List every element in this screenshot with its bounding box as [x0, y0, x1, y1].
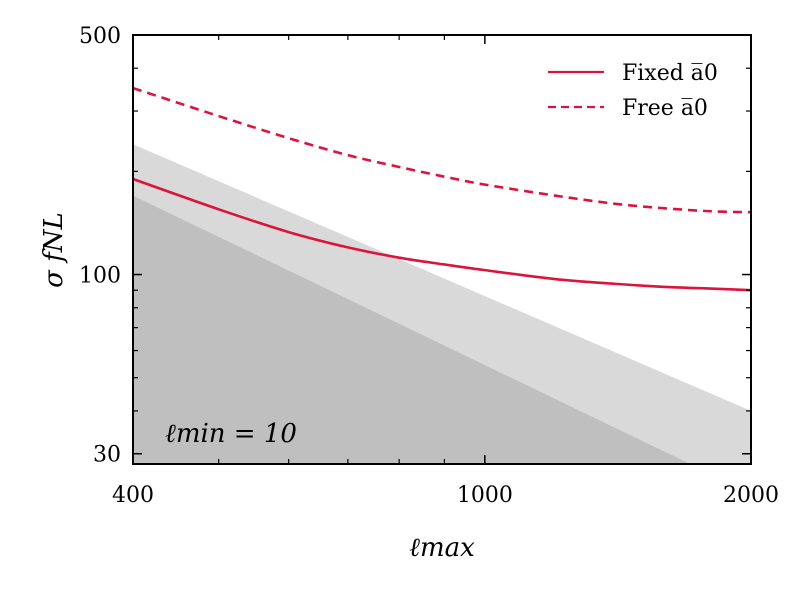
x-axis-label: ℓmax [409, 533, 475, 563]
y-tick-label: 30 [93, 443, 121, 468]
y-tick-label: 500 [79, 24, 121, 49]
ell-min-annotation: ℓmin = 10 [165, 419, 297, 449]
x-tick-label: 1000 [457, 483, 513, 508]
x-tick-label: 400 [112, 483, 154, 508]
legend: Fixed a̅0 Free a̅0 [548, 61, 718, 121]
series-line-free [133, 86, 751, 214]
x-tick-label: 2000 [723, 483, 779, 508]
series-line-fixed [133, 177, 751, 292]
legend-fixed-label: Fixed a̅0 [622, 61, 718, 86]
y-axis-label: σ fNL [39, 212, 69, 288]
legend-free-label: Free a̅0 [622, 96, 708, 121]
y-tick-label: 100 [79, 264, 121, 289]
plot-frame [132, 34, 752, 465]
shaded-band-dark [133, 195, 691, 464]
